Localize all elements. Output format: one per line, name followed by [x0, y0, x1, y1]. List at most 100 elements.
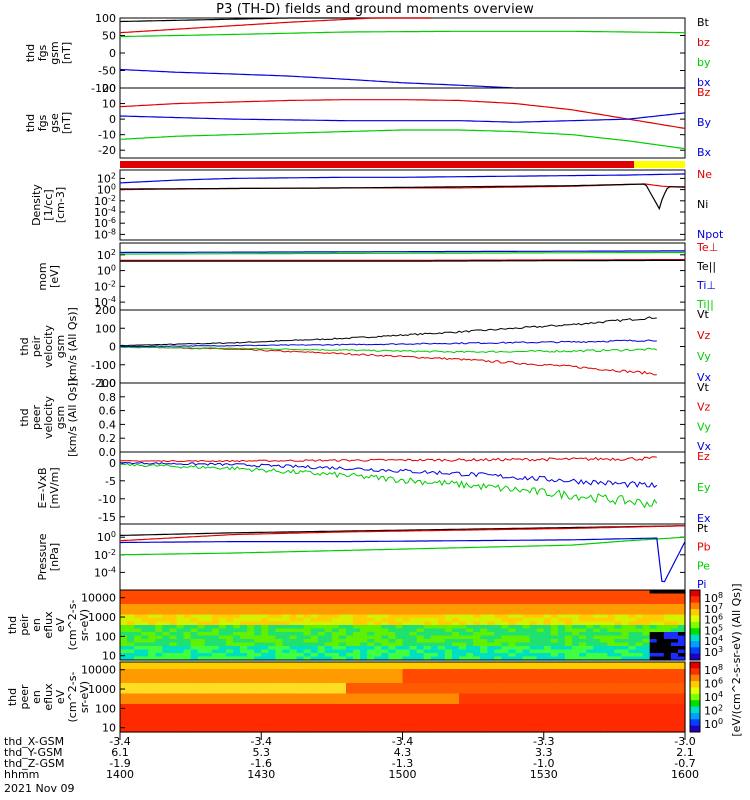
heatmap-cell: [515, 725, 524, 730]
heatmap-cell: [148, 728, 156, 733]
heatmap-cell: [670, 632, 679, 637]
heatmap-cell: [134, 690, 142, 695]
heatmap-cell: [572, 600, 580, 605]
heatmap-cell: [289, 611, 298, 616]
heatmap-cell: [515, 665, 524, 670]
heatmap-cell: [353, 639, 361, 644]
heatmap-cell: [621, 607, 630, 612]
y-axis-label: sr-eV): [78, 681, 91, 713]
heatmap-cell: [303, 646, 312, 651]
heatmap-cell: [409, 669, 418, 674]
y-axis-label: [1/cc]: [42, 189, 55, 220]
heatmap-cell: [600, 679, 608, 684]
heatmap-cell: [642, 628, 651, 633]
heatmap-cell: [536, 700, 545, 705]
heatmap-cell: [310, 646, 319, 651]
heatmap-cell: [127, 649, 135, 654]
heatmap-cell: [282, 590, 291, 595]
heatmap-cell: [381, 621, 389, 626]
heatmap-cell: [614, 725, 623, 730]
x-tick-label: -0.7: [674, 757, 695, 770]
heatmap-cell: [183, 590, 192, 595]
heatmap-cell: [557, 700, 566, 705]
heatmap-cell: [677, 604, 686, 609]
heatmap-cell: [444, 646, 453, 651]
heatmap-cell: [360, 690, 368, 695]
heatmap-cell: [437, 690, 446, 695]
heatmap-cell: [360, 686, 368, 691]
heatmap-cell: [395, 672, 404, 677]
heatmap-cell: [183, 725, 192, 730]
legend-by: by: [697, 56, 711, 69]
heatmap-cell: [628, 628, 637, 633]
heatmap-cell: [197, 607, 206, 612]
heatmap-cell: [466, 728, 474, 733]
heatmap-cell: [529, 614, 538, 619]
mode-segment: [120, 161, 635, 168]
heatmap-cell: [423, 628, 432, 633]
heatmap-cell: [225, 672, 234, 677]
heatmap-cell: [480, 593, 488, 598]
heatmap-cell: [677, 700, 686, 705]
heatmap-cell: [543, 676, 552, 681]
heatmap-cell: [557, 669, 566, 674]
heatmap-cell: [254, 725, 262, 730]
heatmap-cell: [275, 718, 284, 723]
heatmap-cell: [141, 656, 149, 661]
heatmap-cell: [600, 604, 608, 609]
heatmap-cell: [593, 593, 601, 598]
heatmap-cell: [423, 669, 432, 674]
heatmap-cell: [183, 621, 192, 626]
heatmap-cell: [127, 625, 135, 630]
colorbar-step: [690, 596, 700, 604]
heatmap-cell: [388, 604, 397, 609]
heatmap-cell: [621, 704, 630, 709]
heatmap-cell: [473, 614, 481, 619]
heatmap-cell: [388, 665, 397, 670]
legend-Te||: Te||: [696, 260, 716, 273]
heatmap-cell: [473, 628, 481, 633]
legend-Vt: Vt: [697, 308, 710, 321]
heatmap-cell: [459, 607, 467, 612]
heatmap-cell: [564, 721, 573, 726]
y-tick-label: 0: [109, 457, 116, 470]
heatmap-cell: [649, 632, 658, 637]
heatmap-cell: [374, 683, 382, 688]
heatmap-cell: [649, 676, 658, 681]
heatmap-cell: [600, 704, 608, 709]
legend-Vx: Vx: [697, 371, 712, 384]
y-tick-label: -15: [98, 511, 116, 524]
heatmap-cell: [162, 662, 171, 667]
heatmap-cell: [663, 632, 672, 637]
heatmap-cell: [303, 683, 312, 688]
heatmap-cell: [275, 625, 284, 630]
heatmap-cell: [572, 646, 580, 651]
heatmap-cell: [600, 635, 608, 640]
heatmap-cell: [430, 679, 439, 684]
heatmap-cell: [120, 642, 128, 647]
x-row-label: thd_Z-GSM: [4, 757, 64, 770]
heatmap-cell: [134, 721, 142, 726]
heatmap-cell: [197, 646, 206, 651]
heatmap-cell: [480, 686, 488, 691]
heatmap-cell: [572, 665, 580, 670]
heatmap-cell: [621, 690, 630, 695]
heatmap-cell: [543, 721, 552, 726]
y-tick-label: 1.0: [99, 377, 117, 390]
heatmap-cell: [204, 662, 213, 667]
heatmap-cell: [395, 686, 404, 691]
heatmap-cell: [388, 625, 397, 630]
heatmap-cell: [169, 604, 178, 609]
colorbar-tick-label: 103: [704, 645, 723, 659]
heatmap-cell: [614, 714, 623, 719]
heatmap-cell: [494, 662, 502, 667]
heatmap-cell: [225, 632, 234, 637]
heatmap-cell: [586, 646, 594, 651]
legend-Pe: Pe: [697, 559, 710, 572]
heatmap-cell: [536, 714, 545, 719]
heatmap-cell: [296, 656, 305, 661]
heatmap-cell: [282, 642, 291, 647]
heatmap-cell: [381, 676, 389, 681]
heatmap-cell: [346, 693, 354, 698]
heatmap-cell: [289, 707, 298, 712]
